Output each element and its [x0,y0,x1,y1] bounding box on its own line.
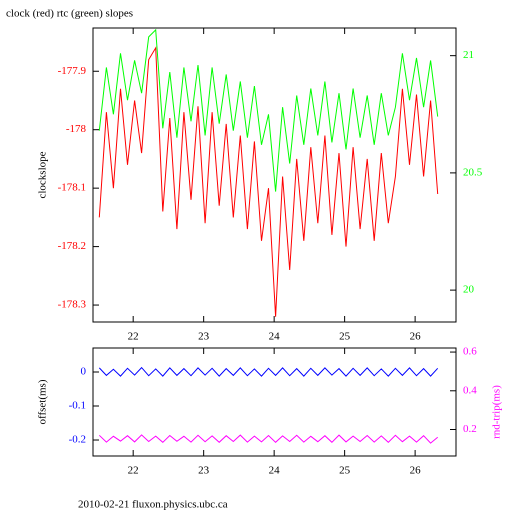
y-tick-label: 0 [81,366,87,378]
x-tick-label: 22 [128,331,139,343]
x-tick-label: 25 [339,465,351,477]
x-tick-label: 25 [339,331,351,343]
y2-tick-label: 20.5 [463,166,483,178]
y-tick-label: -177.9 [58,65,87,77]
y-tick-label: -0.2 [69,434,86,446]
y-tick-label: -0.1 [69,400,86,412]
y2-tick-label: 20 [463,284,475,296]
y2-tick-label: 21 [463,49,474,61]
series-line [98,46,439,317]
chart-title: clock (red) rtc (green) slopes [6,8,133,20]
y2-tick-label: 0.6 [463,346,477,358]
x-tick-label: 26 [410,465,422,477]
series-line [98,366,439,377]
series-line [98,434,439,444]
y-axis-label: offset(ms) [37,379,49,424]
x-tick-label: 24 [269,465,281,477]
y-axis-label: clockslope [37,151,49,198]
footer: 2010-02-21 fluxon.physics.ubc.ca [78,499,228,511]
x-tick-label: 26 [410,331,422,343]
y2-axis-label: rnd-trip(ms) [491,385,503,439]
x-tick-label: 22 [128,465,139,477]
series-line [98,28,439,192]
y-tick-label: -178.2 [58,240,86,252]
x-tick-label: 23 [198,331,210,343]
y-tick-label: -178 [66,123,87,135]
y-tick-label: -178.1 [58,182,86,194]
y-tick-label: -178.3 [58,299,87,311]
x-tick-label: 24 [269,331,281,343]
y2-tick-label: 0.4 [463,384,477,396]
y2-tick-label: 0.2 [463,423,477,435]
x-tick-label: 23 [198,465,210,477]
